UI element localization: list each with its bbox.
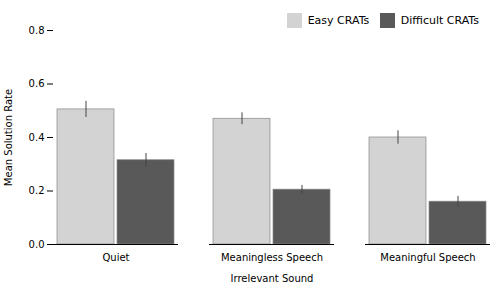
svg-text:0.4: 0.4: [29, 132, 45, 143]
html-text:Difficult CRATs: Difficult CRATs: [400, 14, 479, 27]
svg-text:Meaningless Speech: Meaningless Speech: [221, 252, 323, 263]
svg-text:Quiet: Quiet: [102, 252, 129, 263]
svg-text:0.2: 0.2: [29, 185, 45, 196]
html-text:Easy CRATs: Easy CRATs: [307, 14, 370, 27]
svg-text:Mean Solution Rate: Mean Solution Rate: [3, 89, 14, 186]
svg-text:Meaningful Speech: Meaningful Speech: [380, 252, 475, 263]
svg-text:0.8: 0.8: [29, 25, 45, 36]
svg-text:0.0: 0.0: [29, 239, 45, 250]
svg-text:Irrelevant Sound: Irrelevant Sound: [231, 273, 314, 284]
svg-text:0.6: 0.6: [29, 78, 45, 89]
